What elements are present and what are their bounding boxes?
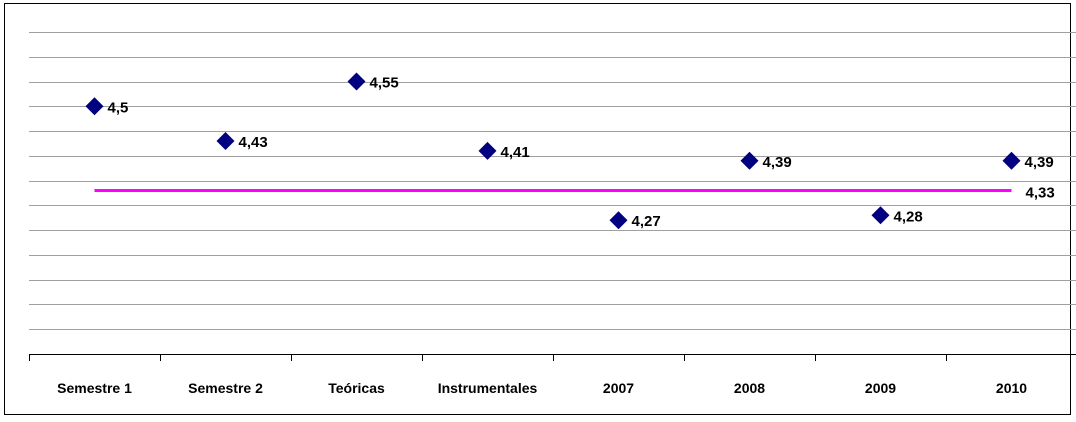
- data-point-marker: [871, 206, 890, 225]
- x-tick-label: 2010: [996, 380, 1027, 396]
- x-tick-label: Semestre 1: [57, 380, 132, 396]
- x-tick-label: Instrumentales: [438, 380, 538, 396]
- x-tick-label: Semestre 2: [188, 380, 263, 396]
- x-tick-label: 2009: [865, 380, 896, 396]
- data-label: 4,41: [501, 144, 530, 161]
- data-label: 4,43: [239, 134, 268, 151]
- x-tick-label: 2008: [734, 380, 765, 396]
- data-point-marker: [740, 151, 759, 170]
- data-label: 4,28: [894, 208, 923, 225]
- x-tick-label: Teóricas: [328, 380, 385, 396]
- data-point-marker: [478, 141, 497, 160]
- chart-frame: Semestre 1 Semestre 2 Teóricas Instrumental…: [4, 3, 1076, 415]
- chart-plot: Semestre 1 Semestre 2 Teóricas Instrumental…: [29, 32, 1076, 396]
- data-point-marker: [347, 72, 366, 91]
- data-label: 4,39: [1025, 154, 1054, 171]
- data-label: 4,55: [370, 75, 399, 92]
- data-label: 4,5: [108, 99, 129, 116]
- data-point-marker: [85, 97, 104, 116]
- x-tick-label: 2007: [603, 380, 634, 396]
- data-point-marker: [609, 211, 628, 230]
- data-point-marker: [216, 131, 235, 150]
- data-label: 4,27: [632, 213, 661, 230]
- data-label: 4,39: [763, 154, 792, 171]
- reference-line-label: 4,33: [1026, 185, 1055, 202]
- data-point-marker: [1002, 151, 1021, 170]
